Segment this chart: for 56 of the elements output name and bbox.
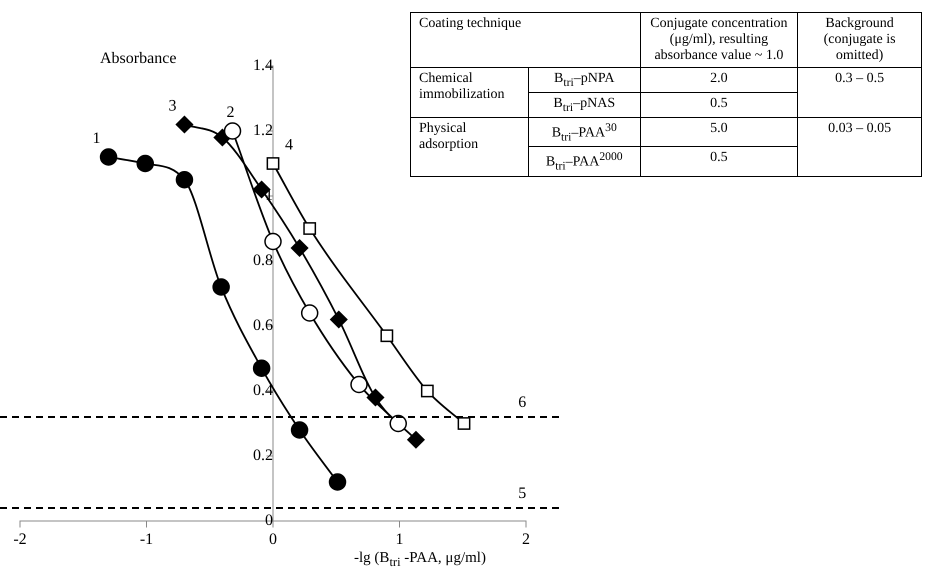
text: 0.5 <box>640 92 798 118</box>
text: B$_{tri}$–PAA$^{30}$ <box>528 117 640 147</box>
y-tick-label: 0.6 <box>253 317 273 334</box>
text: Background (conjugate is omitted) <box>798 12 922 68</box>
text: 0.03 – 0.05 <box>798 117 922 176</box>
series-label: 2 <box>226 104 235 121</box>
x-tick-label: 1 <box>396 530 404 548</box>
point <box>224 122 242 140</box>
annotation: Chemical immobilization <box>410 68 528 118</box>
x-tick-label: -1 <box>140 530 154 548</box>
point <box>366 388 384 406</box>
point <box>303 222 316 235</box>
text: B$_{tri}$–pNPA <box>528 68 640 92</box>
point <box>266 157 280 170</box>
y-tick-label: 0 <box>265 512 273 530</box>
point <box>458 417 470 430</box>
text: 0.5 <box>640 146 798 176</box>
point <box>252 360 270 377</box>
point <box>176 116 194 134</box>
point <box>100 148 118 166</box>
series-label: 4 <box>285 136 293 154</box>
x-tick-label: -2 <box>13 530 27 548</box>
point <box>136 154 154 172</box>
point <box>300 304 318 322</box>
point <box>176 171 194 188</box>
annotation: 5 <box>518 485 526 502</box>
point <box>380 329 394 342</box>
point <box>330 310 348 328</box>
text: Conjugate concentration (μg/ml), resulting absorbance value ~ 1.0 <box>640 12 798 68</box>
series-label: 1 <box>92 130 101 147</box>
point <box>350 376 368 394</box>
x-axis-title: -lg (B$_{tri}$ -PAA, μg/ml) <box>353 550 487 570</box>
point <box>264 232 282 250</box>
y-tick-label: 1.2 <box>253 122 273 140</box>
y-tick-label: 1.4 <box>253 57 273 74</box>
x-tick-label: 2 <box>522 530 530 548</box>
text: 0.3 – 0.5 <box>798 68 922 118</box>
point <box>290 421 308 439</box>
text: B$_{tri}$–PAA$^{2000}$ <box>528 146 640 176</box>
text: Coating technique <box>410 12 640 68</box>
point <box>407 431 425 448</box>
point <box>420 384 434 398</box>
point <box>212 278 230 296</box>
point <box>328 473 346 491</box>
text: 5.0 <box>640 117 798 147</box>
y-tick-label: 0.2 <box>253 447 273 464</box>
annotation: Physical adsorption <box>410 117 528 176</box>
y-tick-label: 0.8 <box>253 252 273 270</box>
text: B$_{tri}$–pNAS <box>528 92 640 118</box>
point <box>389 414 407 432</box>
series-label: 3 <box>168 98 176 114</box>
annotation: 6 <box>518 394 526 411</box>
y-tick-label: 0.4 <box>253 382 273 400</box>
text: 2.0 <box>640 68 798 92</box>
y-axis-title: Absorbance <box>100 50 176 68</box>
point <box>290 239 308 257</box>
